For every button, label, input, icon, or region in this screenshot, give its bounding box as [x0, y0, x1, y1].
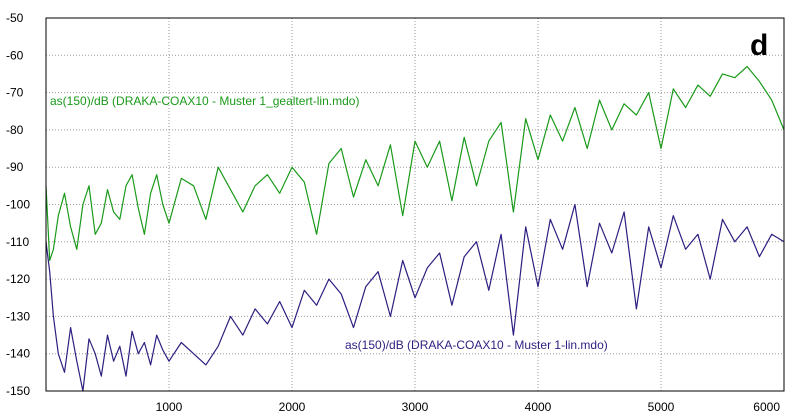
panel-label: d [750, 29, 768, 62]
y-tick-label: -100 [6, 198, 30, 212]
series-line-new [45, 203, 785, 392]
y-tick-label: -110 [6, 235, 29, 249]
series-label-new: as(150)/dB (DRAKA-COAX10 - Muster 1-lin.… [345, 338, 608, 352]
y-tick-label: -60 [6, 48, 24, 62]
tick-layer: -50 -60 -70 -80 -90 -100 -110 -120 -130 -140 -150 1… [6, 11, 780, 414]
series-label-aged: as(150)/dB (DRAKA-COAX10 - Muster 1_geal… [50, 94, 359, 108]
x-tick-label: 6000 [753, 400, 780, 414]
x-tick-label: 1000 [156, 400, 183, 414]
grid-layer [46, 18, 784, 391]
series-line-aged [45, 65, 785, 262]
y-tick-label: -70 [6, 86, 24, 100]
y-tick-label: -120 [6, 272, 30, 286]
x-tick-label: 2000 [279, 400, 306, 414]
y-tick-label: -150 [6, 384, 30, 398]
y-tick-label: -80 [6, 123, 24, 137]
y-tick-label: -130 [6, 309, 30, 323]
x-tick-label: 3000 [402, 400, 429, 414]
plot-frame [45, 17, 785, 392]
x-tick-label: 4000 [525, 400, 552, 414]
x-tick-label: 5000 [648, 400, 675, 414]
y-tick-label: -50 [6, 11, 24, 25]
y-tick-label: -140 [6, 347, 30, 361]
y-tick-label: -90 [6, 160, 24, 174]
series-layer [45, 65, 785, 392]
